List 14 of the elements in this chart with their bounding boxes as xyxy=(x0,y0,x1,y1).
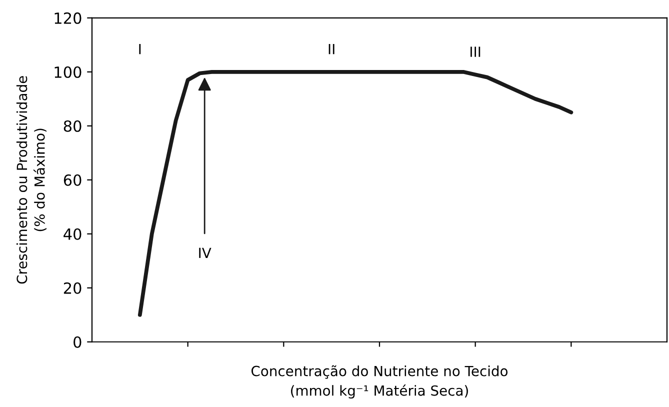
y-tick-label: 40 xyxy=(64,228,82,240)
annotation: I xyxy=(139,44,141,54)
y-tick-label: 60 xyxy=(64,174,82,186)
y-tick-label: 20 xyxy=(64,282,82,294)
annotation: II xyxy=(328,44,334,54)
y-axis-title: Crescimento ou Produtividade (% do Máximo) xyxy=(16,76,46,284)
y-tick-label: 120 xyxy=(54,12,82,24)
y-tick-label: 80 xyxy=(64,120,82,132)
annotation: IV xyxy=(199,248,212,258)
y-tick-label: 0 xyxy=(74,336,82,348)
x-axis-title: Concentração do Nutriente no Tecido (mmol kg⁻¹ Matéria Seca) xyxy=(251,365,508,399)
annotation: III xyxy=(470,46,480,57)
line-series xyxy=(138,70,574,317)
y-tick-label: 100 xyxy=(54,66,82,78)
